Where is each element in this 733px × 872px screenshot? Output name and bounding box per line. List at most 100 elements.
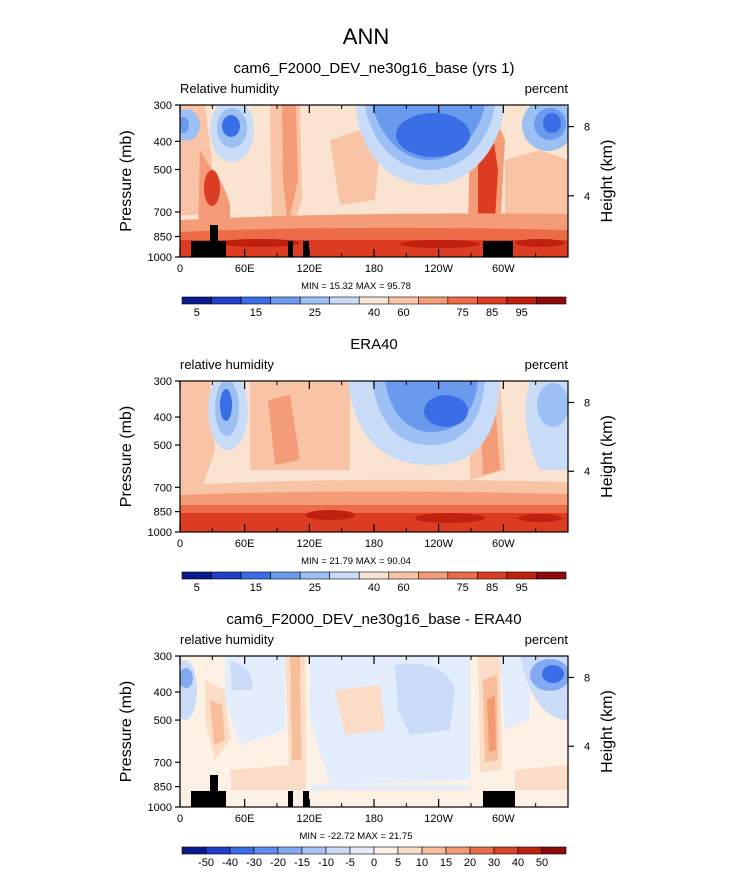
colorbar-box <box>506 571 537 580</box>
colorbar-box <box>421 846 447 855</box>
colorbar-label: 75 <box>456 582 468 594</box>
colorbar-box <box>477 296 508 305</box>
colorbar-box <box>447 296 478 305</box>
heatmap-field <box>180 656 568 807</box>
y-tick-label: 500 <box>154 440 172 452</box>
x-tick-label: 120E <box>296 263 322 275</box>
colorbar-box <box>536 571 567 580</box>
colorbar-label: 60 <box>397 582 409 594</box>
y-tick-label: 400 <box>154 687 172 699</box>
colorbar-label: 40 <box>512 857 524 869</box>
colorbar-box <box>536 296 567 305</box>
colorbar-box <box>240 296 271 305</box>
x-tick-label: 0 <box>177 813 183 825</box>
colorbar-label: -40 <box>222 857 238 869</box>
colorbar-box <box>240 571 271 580</box>
panel-left-label: relative humidity <box>180 357 274 372</box>
colorbar-label: -5 <box>345 857 355 869</box>
colorbar-label: -10 <box>318 857 334 869</box>
colorbar-box <box>211 296 242 305</box>
axes: 0 60E 120E 180 120W 60W 300 400 500 700 850 1000 8 4 P… <box>118 100 616 275</box>
panel-right-label: percent <box>525 81 569 96</box>
height-tick-label: 4 <box>584 466 590 478</box>
colorbar-box <box>418 296 449 305</box>
colorbar-box <box>229 846 255 855</box>
colorbar-label: 25 <box>309 307 321 319</box>
colorbar: 5 15 25 40 60 75 85 95 <box>181 571 567 594</box>
panel-era40: ERA40 relative humidity percent <box>118 336 616 594</box>
y-tick-label: 400 <box>154 412 172 424</box>
colorbar-label: 5 <box>194 307 200 319</box>
x-tick-label: 180 <box>365 813 383 825</box>
panel-left-label: relative humidity <box>180 632 274 647</box>
x-tick-label: 120W <box>424 263 453 275</box>
colorbar-label: 0 <box>371 857 377 869</box>
colorbar-box <box>418 571 449 580</box>
colorbar-box <box>270 296 301 305</box>
colorbar-box <box>506 296 537 305</box>
height-tick-label: 8 <box>584 397 590 409</box>
colorbar-label: -30 <box>246 857 262 869</box>
colorbar-label: 5 <box>194 582 200 594</box>
y-tick-label: 850 <box>154 231 172 243</box>
colorbar-label: 60 <box>397 307 409 319</box>
colorbar-box <box>299 296 330 305</box>
y-tick-label: 300 <box>154 100 172 112</box>
colorbar-box <box>397 846 423 855</box>
colorbar-box <box>253 846 279 855</box>
colorbar-box <box>329 296 360 305</box>
x-tick-label: 60W <box>492 263 515 275</box>
colorbar-box <box>181 296 212 305</box>
y-axis-title: Pressure (mb) <box>118 130 135 231</box>
colorbar-box <box>299 571 330 580</box>
colorbar-box <box>388 296 419 305</box>
colorbar-box <box>211 571 242 580</box>
colorbar-label: 40 <box>368 307 380 319</box>
colorbar: -50 -40 -30 -20 -15 -10 -5 0 5 10 15 20 30 40 50 <box>181 846 567 869</box>
x-tick-label: 120E <box>296 813 322 825</box>
colorbar-box <box>181 571 212 580</box>
height-tick-label: 8 <box>584 122 590 134</box>
y-axis-title: Pressure (mb) <box>118 681 135 782</box>
panel-right-label: percent <box>525 357 569 372</box>
colorbar-label: 15 <box>250 307 262 319</box>
colorbar-label: 5 <box>395 857 401 869</box>
x-tick-label: 0 <box>177 263 183 275</box>
y-tick-label: 300 <box>154 651 172 663</box>
colorbar-box <box>373 846 399 855</box>
y-axis-title: Pressure (mb) <box>118 406 135 507</box>
panel-model: cam6_F2000_DEV_ne30g16_base (yrs 1) Rela… <box>118 60 616 319</box>
colorbar-label: 85 <box>486 582 498 594</box>
colorbar-box <box>301 846 327 855</box>
colorbar-label: 25 <box>309 582 321 594</box>
colorbar-label: 15 <box>250 582 262 594</box>
y-tick-label: 700 <box>154 757 172 769</box>
axes: 0 60E 120E 180 120W 60W 300 400 500 700 850 1000 8 4 P… <box>118 651 616 825</box>
colorbar-box <box>493 846 519 855</box>
y2-axis-title: Height (km) <box>599 140 616 223</box>
colorbar-label: 20 <box>464 857 476 869</box>
x-tick-label: 60E <box>235 263 255 275</box>
y-tick-label: 500 <box>154 164 172 176</box>
colorbar-box <box>325 846 351 855</box>
colorbar-box <box>349 846 375 855</box>
x-tick-label: 120W <box>424 538 453 550</box>
height-tick-label: 4 <box>584 741 590 753</box>
colorbar-box <box>181 846 207 855</box>
height-tick-label: 8 <box>584 672 590 684</box>
y2-axis-title: Height (km) <box>599 415 616 498</box>
colorbar-box <box>517 846 543 855</box>
x-tick-label: 0 <box>177 538 183 550</box>
figure-title: ANN <box>343 24 389 49</box>
panel-right-label: percent <box>525 632 569 647</box>
colorbar-box <box>388 571 419 580</box>
colorbar-label: 50 <box>536 857 548 869</box>
colorbar-box <box>329 571 360 580</box>
colorbar-label: -20 <box>270 857 286 869</box>
panel-title: cam6_F2000_DEV_ne30g16_base - ERA40 <box>226 611 521 628</box>
colorbar-box <box>477 571 508 580</box>
min-max-stats: MIN = 21.79 MAX = 90.04 <box>301 556 411 567</box>
heatmap-field <box>180 381 568 532</box>
y-tick-label: 1000 <box>148 252 172 264</box>
